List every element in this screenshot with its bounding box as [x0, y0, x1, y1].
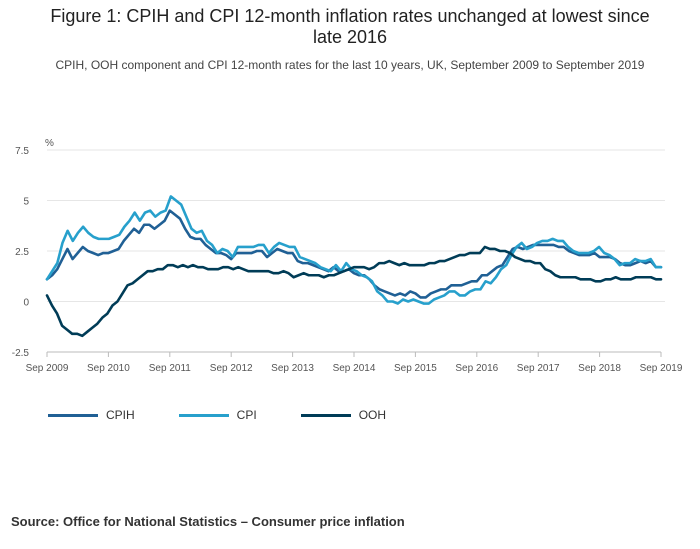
x-tick-label: Sep 2017 — [517, 363, 560, 374]
chart-title: Figure 1: CPIH and CPI 12-month inflatio… — [0, 6, 700, 48]
y-axis: -2.5 0 2.5 5 7.5% — [12, 138, 54, 359]
x-tick-label: Sep 2011 — [149, 363, 192, 374]
x-tick-label: Sep 2013 — [271, 363, 314, 374]
chart-title-line-2: late 2016 — [312, 27, 388, 47]
series-line-cpih[interactable] — [45, 209, 663, 299]
legend-item-cpi[interactable]: CPI — [178, 408, 257, 422]
legend-item-ooh[interactable]: OOH — [300, 408, 387, 422]
legend-swatch-ooh — [300, 413, 351, 417]
x-tick-label: Sep 2015 — [394, 363, 437, 374]
source-note: Source: Office for National Statistics –… — [11, 514, 405, 529]
y-axis-label: % — [45, 138, 54, 149]
y-tick-label: 5 — [23, 197, 29, 208]
x-tick-label: Sep 2012 — [210, 363, 253, 374]
chart-subtitle: CPIH, OOH component and CPI 12-month rat… — [55, 58, 645, 72]
x-tick-label: Sep 2019 — [640, 363, 683, 374]
legend-item-cpih[interactable]: CPIH — [48, 408, 135, 422]
x-tick-label: Sep 2018 — [578, 363, 621, 374]
legend-swatch-cpi — [178, 413, 229, 417]
y-tick-label: -2.5 — [12, 348, 30, 359]
legend-swatch-cpih — [48, 413, 98, 417]
x-tick-label: Sep 2016 — [455, 363, 498, 374]
y-tick-label: 2.5 — [15, 247, 29, 258]
series-lines — [45, 195, 663, 338]
legend-label-cpi: CPI — [236, 408, 257, 422]
series-line-cpi[interactable] — [45, 195, 663, 305]
legend-label-cpih: CPIH — [106, 408, 135, 422]
gridlines — [47, 149, 665, 302]
chart-title-line-1: Figure 1: CPIH and CPI 12-month inflatio… — [50, 6, 650, 26]
x-axis: Sep 2009 Sep 2010 Sep 2011 Sep 2012 Sep 2013… — [26, 351, 683, 374]
x-tick-label: Sep 2009 — [26, 363, 69, 374]
x-tick-label: Sep 2010 — [87, 363, 130, 374]
legend: CPIH CPI OOH — [48, 408, 430, 422]
y-tick-label: 7.5 — [15, 146, 29, 157]
legend-label-ooh: OOH — [358, 408, 387, 422]
series-line-ooh[interactable] — [45, 245, 663, 338]
y-tick-label: 0 — [23, 298, 29, 309]
x-tick-label: Sep 2014 — [333, 363, 376, 374]
